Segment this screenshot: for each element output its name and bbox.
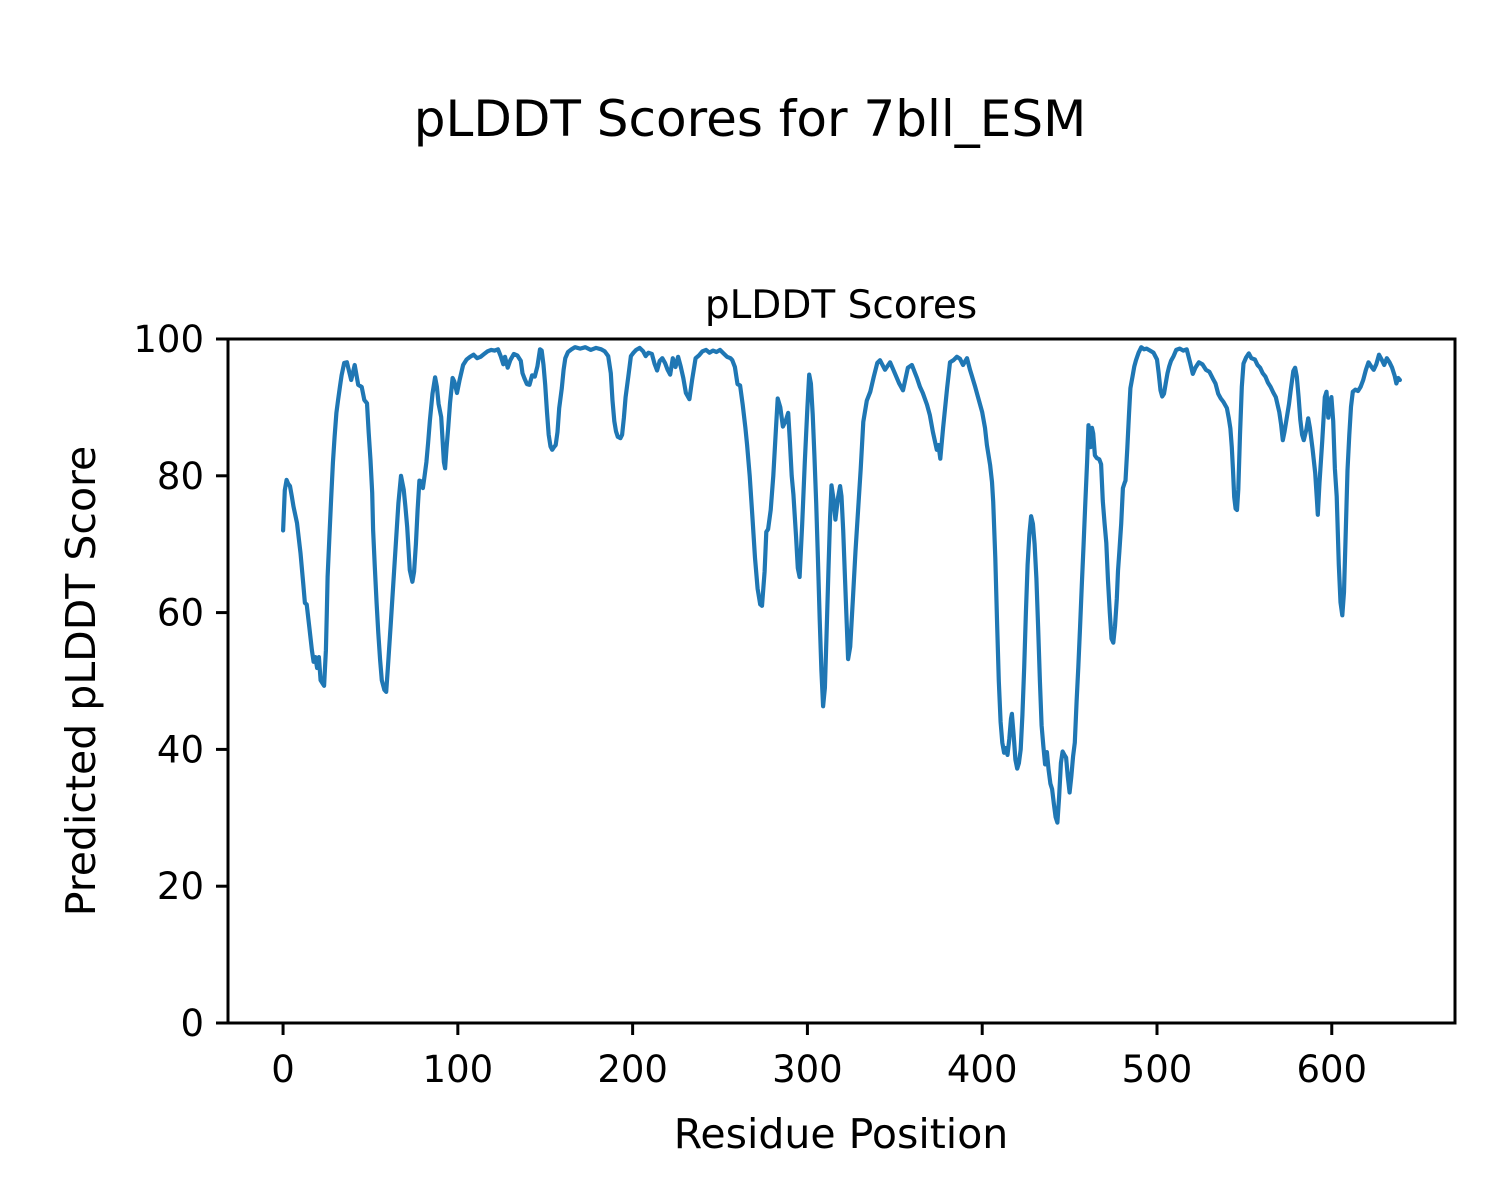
y-tick-label: 100 (133, 318, 204, 361)
x-axis-ticks: 0 100 200 300 400 500 600 (271, 1023, 1367, 1091)
y-tick-label: 60 (157, 592, 204, 635)
y-tick-label: 20 (157, 865, 204, 908)
axes-title: pLDDT Scores (705, 283, 977, 328)
y-tick-label: 40 (157, 728, 204, 771)
y-tick-label: 0 (180, 1002, 204, 1045)
y-tick-label: 80 (157, 455, 204, 498)
x-tick-label: 400 (947, 1048, 1018, 1091)
figure-suptitle: pLDDT Scores for 7bll_ESM (414, 90, 1086, 148)
x-tick-label: 500 (1122, 1048, 1193, 1091)
axes-frame (226, 337, 1457, 1025)
y-axis-label: Predicted pLDDT Score (57, 446, 105, 916)
x-tick-label: 300 (772, 1048, 843, 1091)
plddt-line (281, 345, 1403, 825)
x-tick-label: 200 (597, 1048, 668, 1091)
x-tick-label: 600 (1296, 1048, 1367, 1091)
y-axis-ticks: 0 20 40 60 80 100 (133, 318, 228, 1045)
x-tick-label: 100 (423, 1048, 494, 1091)
x-axis-label: Residue Position (674, 1110, 1009, 1158)
x-tick-label: 0 (271, 1048, 295, 1091)
